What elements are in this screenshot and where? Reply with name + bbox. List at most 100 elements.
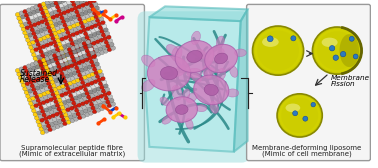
Ellipse shape [45, 1, 50, 5]
Ellipse shape [39, 71, 43, 75]
Ellipse shape [74, 108, 79, 112]
Ellipse shape [35, 9, 40, 13]
Ellipse shape [84, 44, 89, 48]
Ellipse shape [17, 72, 22, 76]
Ellipse shape [41, 66, 46, 70]
Ellipse shape [15, 68, 20, 73]
Ellipse shape [285, 103, 300, 112]
Text: (Mimic of cell membrane): (Mimic of cell membrane) [262, 151, 352, 157]
Ellipse shape [70, 118, 75, 123]
Ellipse shape [74, 117, 79, 121]
Ellipse shape [81, 37, 86, 41]
Ellipse shape [66, 108, 70, 112]
Ellipse shape [40, 109, 45, 113]
Ellipse shape [61, 40, 66, 45]
Ellipse shape [33, 78, 37, 83]
Ellipse shape [84, 57, 89, 62]
Ellipse shape [47, 73, 52, 77]
Ellipse shape [34, 47, 39, 52]
Ellipse shape [91, 7, 96, 12]
Ellipse shape [162, 116, 172, 124]
Ellipse shape [97, 22, 102, 26]
Ellipse shape [32, 44, 37, 48]
Ellipse shape [63, 23, 67, 27]
Ellipse shape [43, 116, 48, 121]
Ellipse shape [40, 75, 45, 80]
Ellipse shape [85, 91, 90, 95]
Ellipse shape [43, 27, 48, 31]
Ellipse shape [76, 56, 81, 60]
Ellipse shape [353, 54, 358, 59]
Ellipse shape [77, 94, 82, 98]
Ellipse shape [28, 89, 33, 93]
Ellipse shape [40, 118, 44, 122]
Ellipse shape [26, 38, 30, 42]
Ellipse shape [48, 127, 53, 132]
Ellipse shape [84, 23, 89, 27]
Ellipse shape [33, 23, 37, 27]
Ellipse shape [84, 2, 89, 6]
Ellipse shape [36, 21, 41, 25]
Ellipse shape [93, 79, 98, 84]
Ellipse shape [48, 106, 53, 111]
Ellipse shape [43, 83, 48, 87]
Ellipse shape [59, 67, 64, 71]
Ellipse shape [29, 101, 33, 106]
Ellipse shape [57, 63, 62, 68]
Ellipse shape [57, 98, 62, 102]
Ellipse shape [85, 104, 90, 108]
Ellipse shape [31, 19, 36, 23]
Ellipse shape [70, 55, 75, 59]
Ellipse shape [50, 101, 55, 105]
Ellipse shape [32, 10, 36, 14]
Ellipse shape [92, 11, 97, 15]
Ellipse shape [55, 5, 60, 9]
Ellipse shape [72, 92, 77, 96]
Ellipse shape [34, 95, 39, 99]
Ellipse shape [77, 26, 82, 30]
Ellipse shape [43, 6, 48, 10]
Ellipse shape [21, 27, 26, 31]
Ellipse shape [56, 94, 61, 99]
FancyBboxPatch shape [246, 4, 370, 161]
Ellipse shape [72, 36, 77, 40]
Ellipse shape [100, 29, 104, 33]
Ellipse shape [26, 17, 31, 21]
Ellipse shape [104, 28, 108, 32]
Ellipse shape [87, 107, 92, 112]
Ellipse shape [59, 46, 64, 50]
Ellipse shape [50, 89, 54, 93]
Ellipse shape [29, 92, 34, 97]
Ellipse shape [90, 93, 95, 98]
Ellipse shape [86, 26, 90, 31]
Ellipse shape [60, 72, 65, 76]
Ellipse shape [87, 74, 91, 78]
Ellipse shape [63, 65, 67, 70]
Ellipse shape [96, 87, 101, 91]
Ellipse shape [84, 100, 89, 104]
Ellipse shape [84, 109, 88, 113]
Ellipse shape [46, 47, 51, 51]
Ellipse shape [48, 50, 53, 54]
Ellipse shape [73, 48, 78, 53]
Ellipse shape [40, 130, 45, 135]
Ellipse shape [48, 85, 53, 89]
Ellipse shape [68, 81, 73, 85]
Ellipse shape [73, 62, 78, 66]
Ellipse shape [108, 95, 113, 99]
Ellipse shape [34, 39, 39, 43]
Ellipse shape [42, 70, 47, 75]
Ellipse shape [68, 94, 73, 98]
Ellipse shape [217, 68, 226, 80]
Ellipse shape [37, 123, 42, 127]
Ellipse shape [88, 111, 93, 115]
Ellipse shape [67, 77, 71, 82]
Ellipse shape [94, 27, 99, 31]
Ellipse shape [63, 100, 67, 104]
Ellipse shape [28, 68, 33, 72]
Ellipse shape [81, 3, 85, 7]
Ellipse shape [54, 1, 59, 5]
Ellipse shape [55, 61, 60, 65]
Ellipse shape [76, 91, 81, 95]
Ellipse shape [26, 8, 31, 12]
